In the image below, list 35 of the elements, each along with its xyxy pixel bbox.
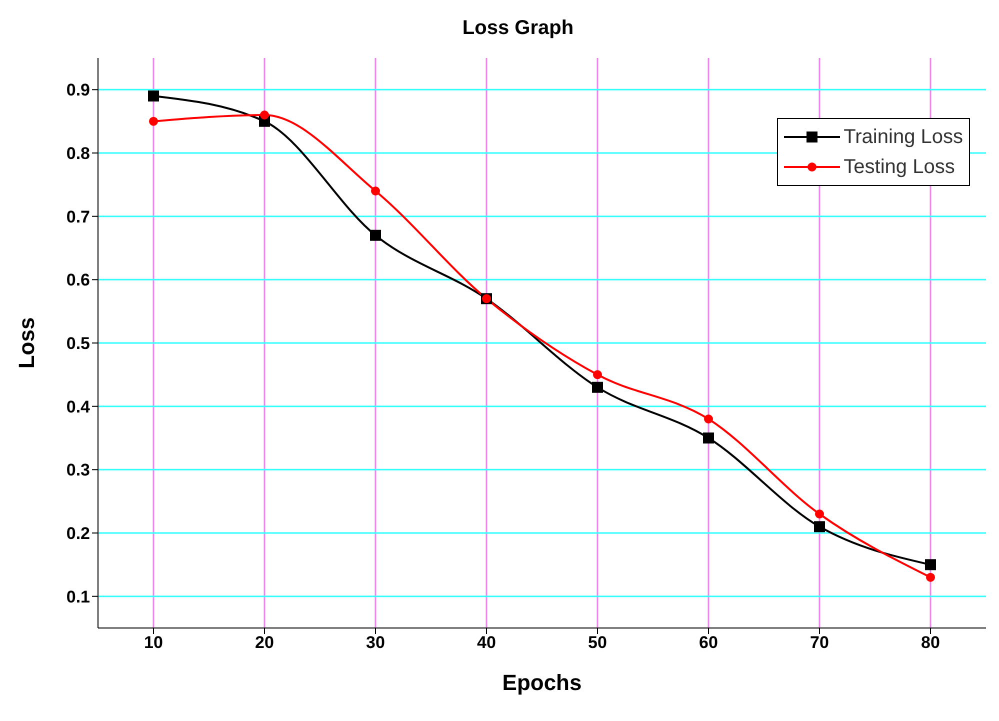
point — [149, 116, 158, 126]
y-tick-label: 0.2 — [66, 524, 90, 544]
point — [925, 559, 936, 570]
x-tick-label: 80 — [921, 633, 940, 652]
point — [593, 370, 602, 380]
point — [704, 414, 713, 424]
legend-label: Training Loss — [844, 125, 963, 150]
point — [703, 432, 714, 444]
y-tick-label: 0.4 — [66, 397, 91, 416]
point — [370, 230, 381, 241]
x-axis-title: Epochs — [502, 670, 582, 695]
y-axis-title: Loss — [14, 317, 39, 369]
x-tick-label: 70 — [810, 633, 829, 652]
point — [814, 521, 825, 532]
x-tick-label: 60 — [699, 633, 718, 652]
point — [148, 90, 159, 102]
y-tick-label: 0.9 — [66, 80, 90, 100]
x-tick-label: 30 — [366, 633, 385, 652]
point — [815, 510, 824, 518]
x-tick-label: 20 — [255, 633, 274, 652]
y-tick-label: 0.7 — [66, 207, 90, 226]
point — [371, 186, 380, 196]
y-tick-label: 0.6 — [66, 270, 90, 290]
legend-label: Testing Loss — [844, 155, 955, 180]
y-tick-label: 0.5 — [66, 334, 90, 354]
x-tick-label: 10 — [144, 633, 163, 652]
point — [592, 382, 603, 393]
x-tick-label: 50 — [588, 633, 607, 652]
y-tick-label: 0.1 — [66, 587, 90, 606]
y-tick-label: 0.3 — [66, 460, 90, 480]
x-tick-label: 40 — [477, 633, 496, 652]
chart-title: Loss Graph — [461, 16, 575, 41]
point — [260, 110, 269, 120]
point — [926, 572, 935, 582]
y-tick-label: 0.8 — [66, 144, 90, 164]
